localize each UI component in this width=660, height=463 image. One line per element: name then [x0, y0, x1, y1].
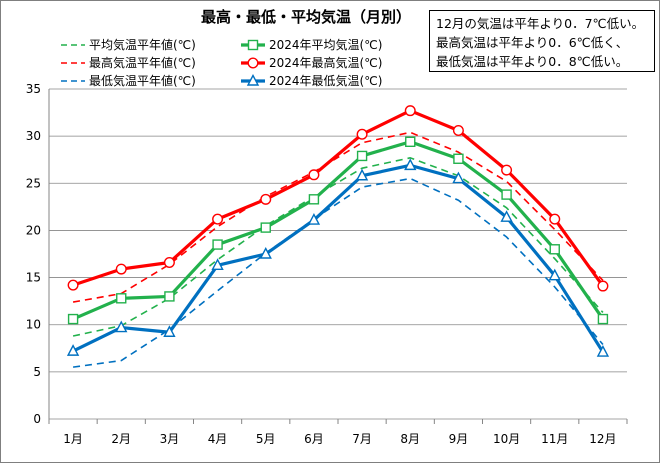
- annotation-line-3: 最低気温は平年より0．8℃低い。: [436, 54, 629, 69]
- legend-marker: [246, 73, 260, 86]
- legend-entry-0: 平均気温平年値(℃): [61, 37, 196, 52]
- legend-entry-3: 2024年最高気温(℃): [241, 55, 382, 70]
- data-point-series-3: [597, 280, 609, 292]
- data-point-series-3: [501, 164, 513, 176]
- data-point-series-5: [211, 258, 224, 271]
- x-tick-label: 11月: [541, 432, 568, 446]
- y-tick-label: 30: [26, 129, 41, 143]
- legend-marker: [247, 39, 259, 51]
- y-tick-label: 10: [26, 318, 41, 332]
- y-tick-label: 20: [26, 223, 41, 237]
- x-axis-ticks: 1月 2月 3月 4月 5月 6月 7月 8月 9月 10月 11月 12月: [48, 419, 628, 446]
- data-point-series-1: [116, 293, 127, 304]
- data-point-series-5: [404, 158, 417, 171]
- data-point-series-5: [548, 268, 561, 281]
- annotation-line-2: 最高気温は平年より0．6℃低く、: [436, 35, 629, 50]
- y-tick-label: 0: [33, 412, 41, 426]
- data-point-series-1: [67, 313, 79, 325]
- data-point-series-3: [67, 279, 79, 291]
- data-point-series-1: [549, 244, 560, 255]
- legend: 平均気温平年値(℃) 2024年平均気温(℃) 最高気温平年値(℃) 2024年最高気…: [61, 37, 382, 88]
- data-point-series-5: [355, 168, 369, 181]
- data-point-series-5: [163, 325, 176, 337]
- data-point-series-5: [259, 246, 272, 259]
- y-tick-label: 5: [33, 365, 41, 379]
- data-point-series-3: [356, 128, 368, 140]
- data-point-series-5: [596, 345, 610, 357]
- data-point-series-3: [549, 213, 561, 225]
- data-point-series-1: [260, 222, 271, 233]
- series-line-2: [72, 131, 604, 303]
- x-tick-label: 7月: [352, 432, 372, 446]
- data-point-series-3: [115, 263, 127, 275]
- legend-label: 2024年平均気温(℃): [269, 37, 382, 52]
- x-tick-label: 5月: [256, 432, 276, 446]
- data-point-series-5: [66, 344, 80, 356]
- series-markers: [66, 105, 610, 357]
- series-line-1: [72, 140, 605, 321]
- annotation-box: 12月の気温は平年より0．7℃低い。 最高気温は平年より0．6℃低く、 最低気温…: [429, 10, 655, 72]
- y-tick-label: 25: [26, 176, 41, 190]
- y-tick-label: 35: [26, 82, 41, 96]
- x-tick-label: 4月: [208, 432, 228, 446]
- legend-label: 2024年最低気温(℃): [269, 73, 382, 88]
- data-point-series-3: [212, 213, 224, 225]
- x-tick-label: 2月: [111, 432, 131, 446]
- chart-title: 最高・最低・平均気温（月別）: [200, 8, 411, 26]
- data-point-series-5: [452, 171, 465, 184]
- legend-marker: [247, 57, 259, 69]
- data-point-series-1: [212, 239, 223, 250]
- x-tick-label: 6月: [304, 432, 324, 446]
- y-tick-label: 15: [26, 271, 41, 285]
- x-tick-label: 10月: [493, 432, 520, 446]
- annotation-line-1: 12月の気温は平年より0．7℃低い。: [436, 16, 645, 31]
- data-point-series-1: [453, 153, 464, 164]
- data-point-series-5: [307, 213, 321, 225]
- series-lines: [72, 109, 605, 368]
- data-point-series-3: [260, 193, 272, 205]
- series-line-5: [72, 163, 605, 353]
- grid-lines: [48, 88, 627, 420]
- legend-entry-5: 2024年最低気温(℃): [241, 73, 382, 88]
- series-line-3: [72, 109, 605, 287]
- data-point-series-5: [115, 320, 128, 333]
- data-point-series-1: [356, 150, 368, 162]
- legend-label: 最高気温平年値(℃): [89, 55, 196, 70]
- legend-label: 2024年最高気温(℃): [269, 55, 382, 70]
- data-point-series-3: [308, 169, 320, 181]
- legend-entry-1: 2024年平均気温(℃): [241, 37, 382, 52]
- data-point-series-1: [164, 291, 175, 302]
- data-point-series-3: [163, 256, 175, 268]
- legend-entry-4: 最低気温平年値(℃): [61, 73, 196, 88]
- y-axis-ticks: 0 5 10 15 20 25 30 35: [26, 82, 41, 426]
- data-point-series-1: [308, 194, 320, 205]
- x-tick-label: 9月: [449, 432, 469, 446]
- legend-entry-2: 最高気温平年値(℃): [61, 55, 196, 70]
- data-point-series-3: [452, 124, 464, 136]
- data-point-series-5: [500, 210, 513, 222]
- data-point-series-1: [501, 189, 512, 200]
- x-tick-label: 12月: [589, 432, 616, 446]
- x-tick-label: 3月: [160, 432, 180, 446]
- data-point-series-1: [597, 313, 609, 325]
- data-point-series-1: [405, 136, 416, 148]
- series-line-4: [72, 177, 604, 368]
- x-tick-label: 8月: [400, 432, 420, 446]
- data-point-series-3: [404, 105, 416, 117]
- legend-label: 最低気温平年値(℃): [89, 73, 196, 88]
- series-line-0: [72, 157, 604, 337]
- x-tick-label: 1月: [63, 432, 83, 446]
- legend-label: 平均気温平年値(℃): [89, 37, 196, 52]
